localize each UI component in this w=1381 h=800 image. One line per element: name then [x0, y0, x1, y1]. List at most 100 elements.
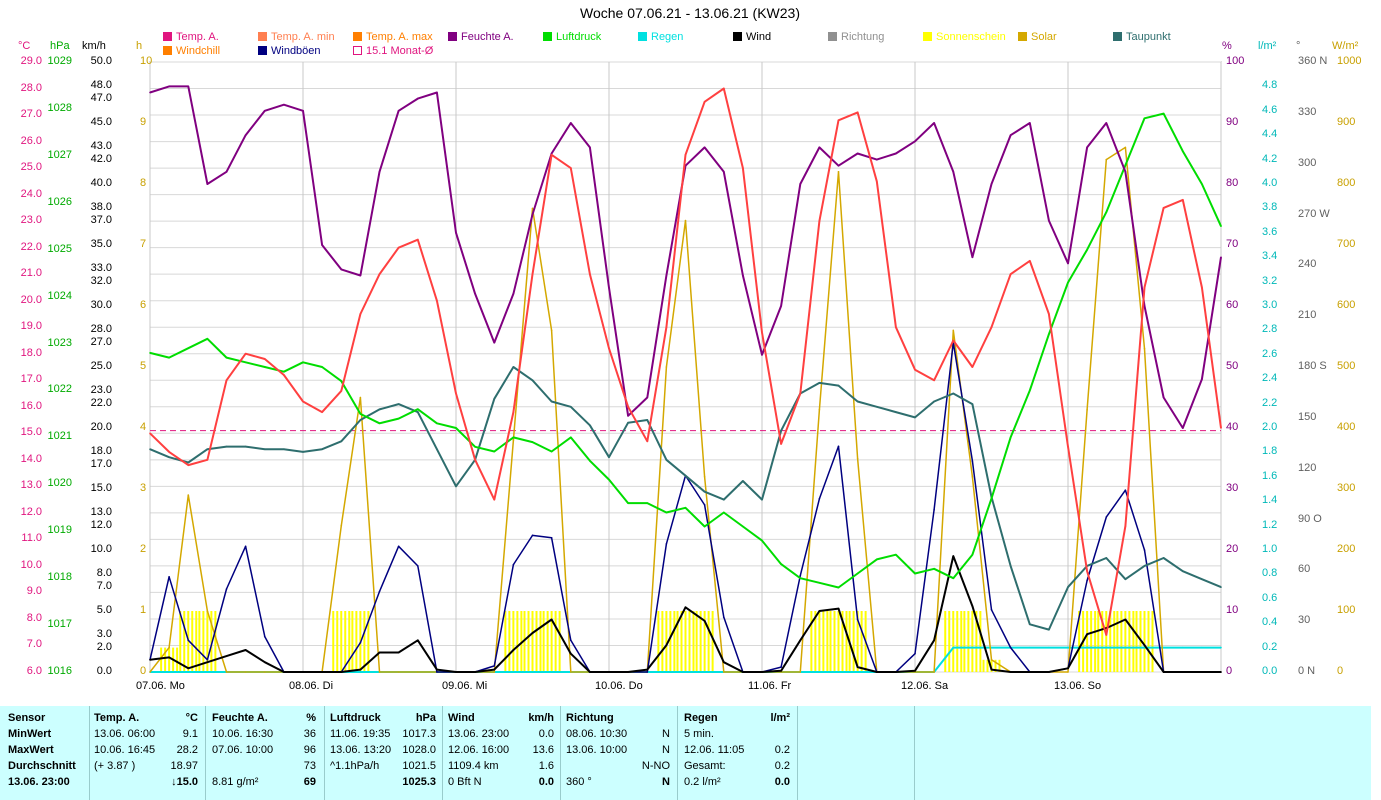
data-point [722, 671, 725, 673]
data-point [225, 171, 228, 173]
data-point [1105, 646, 1108, 649]
wind-tick: 32.0 [90, 274, 112, 287]
legend-label: Temp. A. [176, 31, 219, 43]
data-point [780, 443, 782, 445]
data-point [569, 405, 572, 408]
data-point [416, 408, 419, 411]
solar-tick: 200 [1337, 543, 1356, 555]
data-point [1162, 646, 1165, 649]
humidity-tick: 40 [1226, 421, 1239, 433]
data-point [1009, 671, 1012, 673]
data-point [837, 586, 840, 589]
legend-swatch [163, 46, 172, 55]
data-point [302, 400, 304, 403]
data-point [1220, 646, 1222, 649]
data-point [1009, 436, 1012, 439]
data-point [646, 671, 649, 673]
data-point [359, 313, 362, 315]
data-point [225, 356, 228, 359]
data-point [1086, 146, 1088, 149]
data-point [990, 668, 993, 671]
data-point [933, 379, 935, 382]
legend-swatch [163, 32, 172, 41]
wind-tick: 37.0 [90, 213, 112, 226]
direction-tick: 120 [1298, 461, 1317, 474]
data-point [149, 91, 151, 94]
pressure-tick: 1019 [47, 524, 72, 537]
data-point [818, 146, 821, 149]
data-point [646, 419, 649, 421]
data-point [340, 268, 343, 271]
data-point [206, 459, 209, 461]
data-point [703, 525, 706, 528]
data-point [493, 450, 496, 453]
data-point [493, 671, 496, 673]
data-point [359, 274, 362, 277]
data-point [818, 610, 821, 612]
data-point [722, 661, 725, 664]
data-point [1143, 549, 1146, 551]
data-point [397, 110, 400, 112]
direction-header: Richtung [566, 712, 614, 724]
data-point [742, 525, 744, 528]
day-label: 10.06. Do [595, 680, 643, 692]
temp-tick: 13.0 [20, 479, 42, 492]
temp-header: Temp. A. [94, 712, 140, 724]
pressure-min-time: 11.06. 19:35 [330, 728, 391, 740]
legend-swatch [353, 32, 362, 41]
rain-tick: 1.0 [1262, 543, 1278, 555]
data-point [952, 392, 955, 395]
data-point [990, 497, 993, 500]
humidity-absolute: 8.81 g/m² [212, 776, 259, 788]
data-point [302, 671, 304, 673]
rain-interval: 5 min. [684, 728, 714, 740]
data-point [780, 429, 782, 432]
data-point [1067, 667, 1069, 670]
rain-total-label: Gesamt: [684, 760, 726, 772]
direction-tick: 270 W [1298, 207, 1330, 220]
data-point [608, 478, 610, 481]
temp-max-value: 28.2 [176, 744, 198, 756]
temp-tick: 27.0 [20, 108, 42, 121]
data-point [1201, 286, 1203, 289]
data-point [780, 563, 782, 565]
data-point [1105, 158, 1108, 161]
data-point [340, 671, 343, 673]
direction-tick: 360 N [1298, 55, 1328, 67]
data-point [569, 639, 572, 642]
data-point [837, 384, 840, 387]
humidity-tick: 60 [1226, 299, 1239, 311]
data-point [1028, 671, 1031, 673]
data-point [436, 448, 438, 451]
solar-tick: 600 [1337, 299, 1356, 311]
pressure-header: Luftdruck [330, 712, 381, 724]
legend-item: Feuchte A. [448, 31, 514, 43]
legend-swatch [733, 32, 742, 41]
data-point [397, 545, 400, 548]
legend-item: Windböen [258, 45, 321, 57]
data-point [933, 671, 935, 673]
data-point [1181, 427, 1184, 429]
data-point [933, 567, 935, 570]
data-point [990, 608, 993, 611]
solar-tick: 100 [1337, 604, 1356, 616]
data-point [493, 665, 496, 667]
data-point [263, 366, 266, 368]
data-point [856, 572, 859, 575]
data-point [818, 497, 821, 500]
pressure-tick: 1025 [47, 242, 72, 255]
legend-item: Solar [1018, 31, 1057, 43]
data-point [1009, 646, 1012, 649]
legend-swatch [543, 32, 552, 41]
data-point [1086, 633, 1088, 635]
rain-total: 0.2 [774, 760, 790, 772]
data-point [856, 400, 859, 403]
data-point [1048, 628, 1050, 631]
legend-swatch [258, 46, 267, 55]
data-point [283, 103, 285, 106]
data-point [168, 576, 170, 578]
data-point [550, 329, 553, 332]
data-point [971, 605, 974, 607]
data-point [512, 366, 515, 368]
data-point [302, 451, 304, 453]
